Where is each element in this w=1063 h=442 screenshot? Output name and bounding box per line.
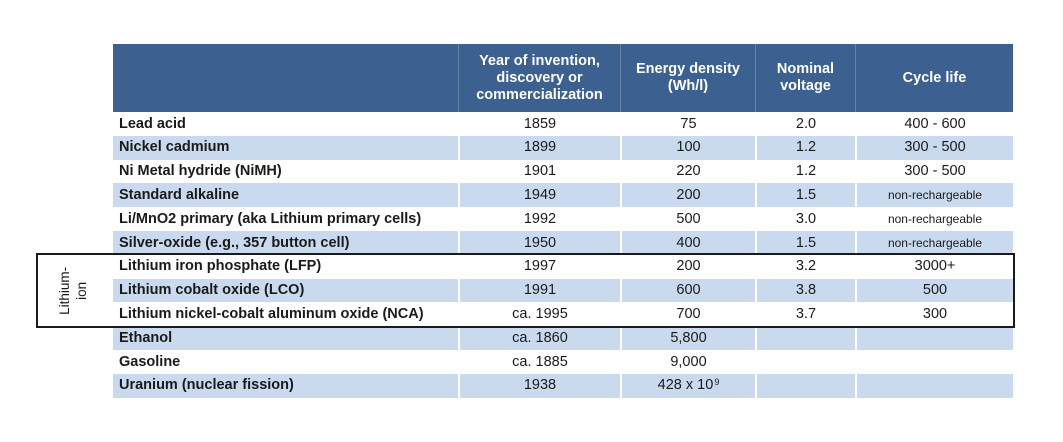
table-row: Uranium (nuclear fission) 1938 428 x 10 9 xyxy=(113,373,1013,398)
cell-cycle xyxy=(855,349,1013,374)
cell-name: Gasoline xyxy=(119,353,181,370)
cell-cycle: non-rechargeable xyxy=(855,183,1013,208)
table-row: Ni Metal hydride (NiMH) 1901 220 1.2 300 - 5… xyxy=(113,159,1013,184)
cell-energy: 9,000 xyxy=(620,349,755,374)
cell-energy: 428 x 10 9 xyxy=(620,373,755,398)
cell-energy: 5,800 xyxy=(620,326,755,350)
cell-name: Li/MnO2 primary (aka Lithium primary cel… xyxy=(119,210,422,227)
cell-year: ca. 1995 xyxy=(458,302,620,327)
cell-year: ca. 1860 xyxy=(458,326,620,350)
cell-cycle: 3000+ xyxy=(855,254,1013,279)
cell-energy: 220 xyxy=(620,159,755,184)
cell-year: 1997 xyxy=(458,254,620,279)
table-row: Silver-oxide (e.g., 357 button cell) 1950… xyxy=(113,230,1013,255)
cell-year: 1991 xyxy=(458,278,620,303)
battery-table: Year of invention, discovery or commerci… xyxy=(113,44,1013,398)
cell-year: ca. 1885 xyxy=(458,349,620,374)
table-row: Gasoline ca. 1885 9,000 xyxy=(113,349,1013,374)
table-row: Lithium iron phosphate (LFP) 1997 200 3.2 30… xyxy=(113,254,1013,279)
cell-cycle xyxy=(855,326,1013,350)
cell-voltage: 1.2 xyxy=(755,159,855,184)
cell-name: Lithium cobalt oxide (LCO) xyxy=(113,278,458,303)
table-header-row: Year of invention, discovery or commerci… xyxy=(113,44,1013,112)
cell-voltage: 3.8 xyxy=(755,278,855,303)
cell-energy: 400 xyxy=(620,230,755,255)
cell-energy: 75 xyxy=(620,112,755,136)
cell-cycle xyxy=(855,373,1013,398)
cell-year: 1950 xyxy=(458,230,620,255)
table-row: Ethanol ca. 1860 5,800 xyxy=(113,326,1013,350)
cell-cycle: non-rechargeable xyxy=(855,230,1013,255)
cell-energy: 100 xyxy=(620,135,755,160)
cell-name: Nickel cadmium xyxy=(113,135,458,160)
cell-name: Lithium nickel-cobalt aluminum oxide (NC… xyxy=(119,306,424,323)
cell-name: Lithium iron phosphate (LFP) xyxy=(119,258,322,275)
table-row: Nickel cadmium 1899 100 1.2 300 - 500 xyxy=(113,135,1013,160)
table-row: Li/MnO2 primary (aka Lithium primary cel… xyxy=(113,207,1013,231)
cell-voltage: 3.0 xyxy=(755,207,855,231)
cell-name: Ethanol xyxy=(113,326,458,350)
cell-voltage xyxy=(755,373,855,398)
cell-energy: 200 xyxy=(620,183,755,208)
cell-name: Standard alkaline xyxy=(113,183,458,208)
header-cell-name xyxy=(113,44,458,112)
table-row: Lithium cobalt oxide (LCO) 1991 600 3.8 500 xyxy=(113,278,1013,303)
table-row: Standard alkaline 1949 200 1.5 non-rechargea… xyxy=(113,183,1013,208)
cell-energy: 700 xyxy=(620,302,755,327)
cell-name: Lead acid xyxy=(119,115,186,132)
cell-cycle: 400 - 600 xyxy=(855,112,1013,136)
cell-cycle: 300 - 500 xyxy=(855,135,1013,160)
cell-energy: 500 xyxy=(620,207,755,231)
cell-name: Silver-oxide (e.g., 357 button cell) xyxy=(113,230,458,255)
cell-cycle: non-rechargeable xyxy=(855,207,1013,231)
cell-year: 1949 xyxy=(458,183,620,208)
cell-name: Ni Metal hydride (NiMH) xyxy=(119,163,282,180)
cell-name: Uranium (nuclear fission) xyxy=(113,373,458,398)
cell-voltage: 3.7 xyxy=(755,302,855,327)
cell-voltage: 2.0 xyxy=(755,112,855,136)
header-cell-year: Year of invention, discovery or commerci… xyxy=(458,44,620,112)
cell-voltage: 1.5 xyxy=(755,230,855,255)
cell-voltage xyxy=(755,349,855,374)
cell-cycle: 300 - 500 xyxy=(855,159,1013,184)
cell-voltage xyxy=(755,326,855,350)
cell-energy: 200 xyxy=(620,254,755,279)
cell-year: 1938 xyxy=(458,373,620,398)
header-cell-energy-density: Energy density (Wh/l) xyxy=(620,44,755,112)
cell-voltage: 1.2 xyxy=(755,135,855,160)
cell-year: 1901 xyxy=(458,159,620,184)
cell-year: 1992 xyxy=(458,207,620,231)
table-body: Lead acid 1859 75 2.0 400 - 600 Nickel cadmiu… xyxy=(113,112,1013,398)
lithium-ion-group-label: Lithium- ion xyxy=(36,253,113,328)
lithium-ion-group-label-text: Lithium- ion xyxy=(57,266,90,315)
header-cell-cycle-life: Cycle life xyxy=(855,44,1013,112)
cell-energy: 600 xyxy=(620,278,755,303)
cell-year: 1899 xyxy=(458,135,620,160)
cell-voltage: 1.5 xyxy=(755,183,855,208)
cell-voltage: 3.2 xyxy=(755,254,855,279)
table-row: Lithium nickel-cobalt aluminum oxide (NC… xyxy=(113,302,1013,327)
cell-cycle: 500 xyxy=(855,278,1013,303)
cell-year: 1859 xyxy=(458,112,620,136)
table-row: Lead acid 1859 75 2.0 400 - 600 xyxy=(113,112,1013,136)
cell-cycle: 300 xyxy=(855,302,1013,327)
header-cell-nominal-voltage: Nominal voltage xyxy=(755,44,855,112)
